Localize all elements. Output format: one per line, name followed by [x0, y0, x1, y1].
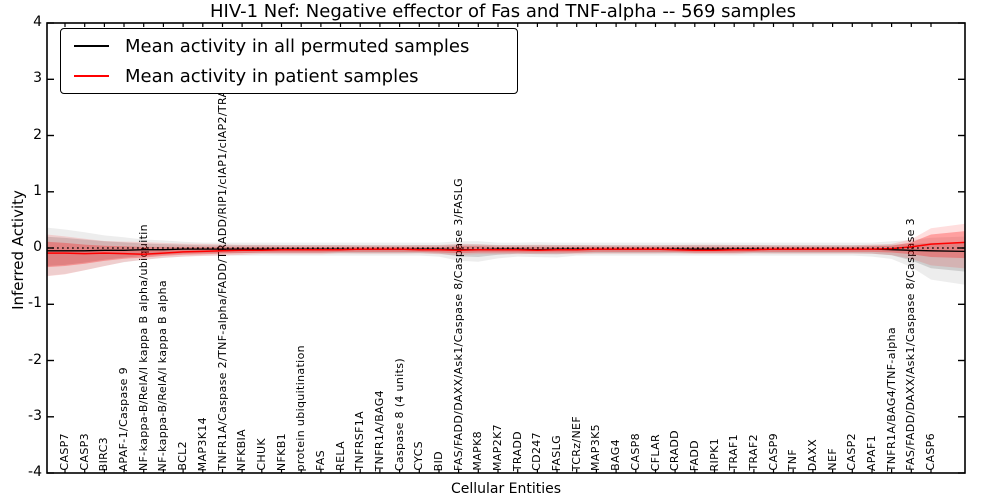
x-tick-label: TNFR1A/BAG4/TNF-alpha [884, 326, 898, 471]
chart-title: HIV-1 Nef: Negative effector of Fas and … [210, 1, 796, 22]
x-tick-label: FADD [687, 439, 701, 471]
y-tick-label: 0 [33, 239, 42, 255]
x-tick-label: TCRz/NEF [569, 415, 583, 471]
x-tick-label: CASP9 [766, 433, 780, 471]
x-tick-label: NFKBIA [235, 428, 249, 471]
x-tick-label: TRAF2 [746, 434, 760, 471]
x-tick-label: FAS/FADD/DAXX/Ask1/Caspase 8/Caspase 3/F… [451, 178, 465, 471]
x-tick-label: CRADD [668, 429, 682, 471]
y-tick-label: 2 [33, 126, 42, 143]
x-tick-label: CASP7 [58, 433, 71, 471]
x-tick-label: APAF1 [865, 434, 878, 471]
x-tick-label: Caspase 8 (4 units) [392, 357, 406, 471]
x-tick-label: TNF [786, 448, 800, 471]
x-tick-label: TRADD [510, 430, 524, 471]
x-tick-label: CASP6 [924, 433, 937, 471]
y-tick-label: -4 [28, 464, 42, 480]
x-tick-label: BAG4 [609, 439, 623, 471]
x-tick-label: CFLAR [648, 433, 662, 471]
x-tick-label: APAF-1/Caspase 9 [117, 366, 130, 471]
x-tick-label: NF-kappa-B/RelA/I kappa B alpha [156, 279, 170, 471]
x-tick-label: CASP8 [628, 433, 642, 471]
patient-line-swatch-icon [74, 75, 109, 77]
legend-box: Mean activity in all permuted samples Me… [60, 28, 518, 94]
x-tick-label: FAS/FADD/DAXX/Ask1/Caspase 8/Caspase 3 [904, 218, 918, 471]
x-tick-label: MAP2K7 [491, 424, 504, 471]
x-tick-label: protein ubiquitination [294, 344, 308, 471]
legend-item-patient: Mean activity in patient samples [61, 62, 517, 90]
x-tick-label: BID [432, 450, 445, 471]
x-axis-title: Cellular Entities [450, 481, 562, 497]
x-tick-label: TNFR1A/Caspase 2/TNF-alpha/FADD/TRADD/RI… [215, 35, 229, 471]
x-tick-label: MAP3K5 [589, 424, 603, 471]
x-tick-label: MAPK8 [471, 431, 485, 471]
y-axis-title: Inferred Activity [9, 190, 27, 310]
x-tick-label: CHUK [254, 438, 268, 471]
y-tick-label: -2 [28, 351, 42, 368]
x-tick-label: TRAF1 [727, 434, 741, 471]
x-tick-label: CD247 [530, 432, 544, 471]
x-tick-label: CYCS [412, 441, 426, 471]
x-tick-label: CASP3 [77, 433, 91, 471]
x-tick-label: TNFRSF1A [353, 411, 367, 471]
x-tick-label: FASLG [550, 434, 563, 471]
legend-label-patient: Mean activity in patient samples [125, 65, 419, 87]
permuted-line-swatch-icon [74, 45, 109, 47]
x-tick-label: TNFR1A/BAG4 [372, 389, 386, 471]
x-tick-label: NFKB1 [274, 432, 288, 471]
x-tick-label: BIRC3 [97, 436, 111, 471]
y-tick-label: 1 [33, 182, 42, 199]
y-tick-label: -1 [28, 295, 42, 312]
x-tick-label: NF-kappa-B/RelA/I kappa B alpha/ubiquiti… [136, 224, 150, 471]
x-tick-label: MAP3K14 [195, 416, 209, 471]
x-tick-label: NEF [825, 448, 839, 471]
x-tick-label: RELA [333, 441, 347, 471]
x-tick-label: FAS [313, 450, 327, 471]
y-tick-label: 3 [33, 70, 42, 87]
legend-label-permuted: Mean activity in all permuted samples [125, 35, 470, 57]
x-tick-label: DAXX [805, 438, 819, 471]
y-tick-label: 4 [33, 14, 42, 30]
x-tick-label: BCL2 [176, 441, 190, 471]
x-tick-label: CASP2 [845, 433, 859, 471]
legend-item-permuted: Mean activity in all permuted samples [61, 32, 517, 60]
x-tick-label: RIPK1 [707, 437, 721, 471]
y-tick-label: -3 [28, 407, 42, 424]
